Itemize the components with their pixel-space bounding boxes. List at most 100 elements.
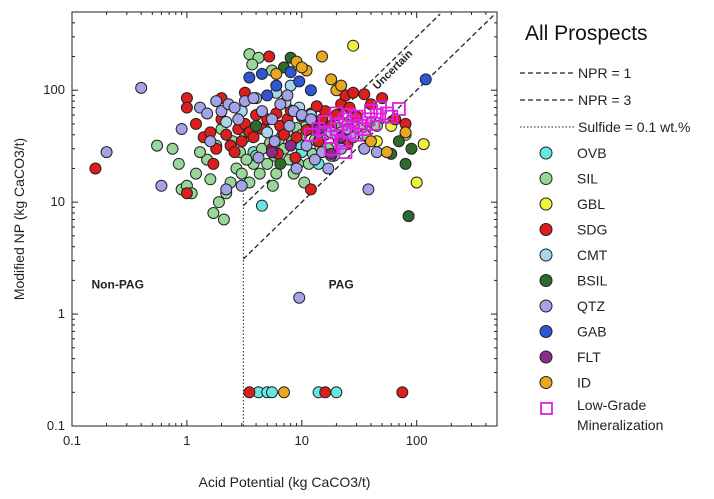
- legend-label-line-1: Low-Grade: [577, 397, 646, 413]
- point-10-14: [369, 108, 384, 122]
- point-9-6: [335, 79, 348, 92]
- point-9-8: [380, 146, 393, 159]
- point-10-17: [384, 109, 399, 124]
- point-3-46: [263, 50, 276, 63]
- y-tick-label: 100: [43, 82, 65, 97]
- point-5-8: [274, 157, 287, 170]
- point-10-26: [329, 106, 344, 121]
- point-3-0: [89, 162, 102, 175]
- legend-label-npr-1: NPR = 1: [578, 65, 632, 81]
- point-7-0: [243, 71, 256, 84]
- point-6-5: [201, 107, 214, 120]
- point-1-5: [166, 142, 179, 155]
- legend-swatch-qtz: [539, 299, 553, 313]
- point-3-39: [347, 86, 360, 99]
- point-0-3: [265, 386, 278, 399]
- point-10-25: [366, 117, 381, 131]
- legend-label-npr-3: NPR = 3: [578, 92, 632, 108]
- region-label-uncertain: Uncertain: [371, 48, 416, 93]
- point-1-10: [189, 167, 202, 180]
- point-0-5: [330, 386, 343, 399]
- point-1-13: [207, 207, 220, 220]
- y-tick-label: 1: [58, 306, 65, 321]
- point-8-0: [265, 146, 278, 159]
- point-3-11: [228, 146, 241, 159]
- point-7-5: [304, 84, 317, 97]
- legend-swatch-gbl: [539, 197, 553, 211]
- point-6-2: [155, 179, 168, 192]
- point-10-20: [334, 135, 349, 150]
- point-7-6: [419, 73, 432, 86]
- point-6-31: [220, 183, 233, 196]
- series-id: [270, 50, 412, 399]
- legend-swatch-sdg: [539, 223, 553, 236]
- legend-label-ovb: OVB: [577, 145, 607, 161]
- point-6-29: [370, 146, 383, 159]
- legend-label-sulfide: Sulfide = 0.1 wt.%: [578, 119, 690, 135]
- point-9-0: [277, 386, 290, 399]
- x-axis-title: Acid Potential (kg CaCO3/t): [199, 474, 371, 490]
- point-3-2: [180, 101, 193, 114]
- point-6-13: [265, 113, 278, 126]
- point-6-37: [322, 162, 335, 175]
- point-6-12: [255, 105, 268, 118]
- point-4-7: [261, 126, 274, 139]
- point-2-1: [410, 176, 423, 189]
- point-3-51: [304, 183, 317, 196]
- point-3-3: [180, 187, 193, 200]
- point-6-6: [210, 95, 223, 108]
- legend-label-qtz: QTZ: [577, 298, 605, 314]
- point-6-17: [293, 291, 306, 304]
- point-3-13: [235, 135, 248, 148]
- point-1-6: [172, 157, 185, 170]
- point-3-49: [319, 386, 332, 399]
- point-3-53: [207, 157, 220, 170]
- point-1-2: [246, 58, 259, 71]
- legend-label-sil: SIL: [577, 171, 598, 187]
- point-1-15: [217, 213, 230, 226]
- legend-swatch-low-grade-mineralization: [540, 402, 553, 415]
- point-3-56: [310, 100, 323, 113]
- x-tick-label: 1: [183, 433, 190, 448]
- point-6-36: [308, 153, 321, 166]
- point-7-2: [270, 79, 283, 92]
- point-6-1: [135, 81, 148, 94]
- point-10-23: [349, 109, 364, 124]
- point-5-7: [250, 119, 263, 132]
- point-6-14: [274, 98, 287, 111]
- region-label-pag: PAG: [329, 277, 354, 291]
- plot-area: Non-PAG PAG Uncertain: [89, 13, 496, 426]
- legend-swatch-bsil: [539, 274, 553, 287]
- legend: All Prospects NPR = 1 NPR = 3 Sulfide = 0.1…: [520, 22, 690, 433]
- point-10-18: [391, 102, 406, 116]
- point-8-1: [284, 139, 297, 152]
- legend-swatch-id: [539, 376, 553, 389]
- point-10-24: [342, 125, 357, 140]
- legend-label-line-2: Mineralization: [577, 417, 663, 433]
- point-3-16: [247, 131, 260, 144]
- point-1-24: [261, 157, 274, 170]
- point-9-9: [399, 126, 412, 139]
- point-6-38: [204, 135, 217, 148]
- legend-label-id: ID: [577, 375, 591, 391]
- npr-3-line: [242, 13, 496, 260]
- x-tick-label: 100: [406, 433, 428, 448]
- point-1-68: [240, 153, 253, 166]
- legend-label-bsil: BSIL: [577, 273, 608, 289]
- plot-inner: Non-PAG PAG Uncertain: [89, 13, 496, 426]
- point-6-35: [300, 139, 313, 152]
- series-low-grade-mineralization: [303, 100, 406, 160]
- point-4-0: [220, 116, 233, 129]
- point-3-50: [396, 386, 409, 399]
- legend-label-gbl: GBL: [577, 196, 605, 212]
- point-10-7: [342, 108, 357, 122]
- series-sdg: [89, 50, 412, 399]
- point-5-0: [402, 210, 415, 223]
- point-3-9: [220, 128, 233, 141]
- point-6-27: [358, 142, 371, 155]
- point-6-15: [281, 89, 294, 102]
- point-5-3: [399, 157, 412, 170]
- point-3-41: [358, 88, 371, 101]
- legend-label-sdg: SDG: [577, 222, 607, 238]
- series-gab: [243, 66, 432, 102]
